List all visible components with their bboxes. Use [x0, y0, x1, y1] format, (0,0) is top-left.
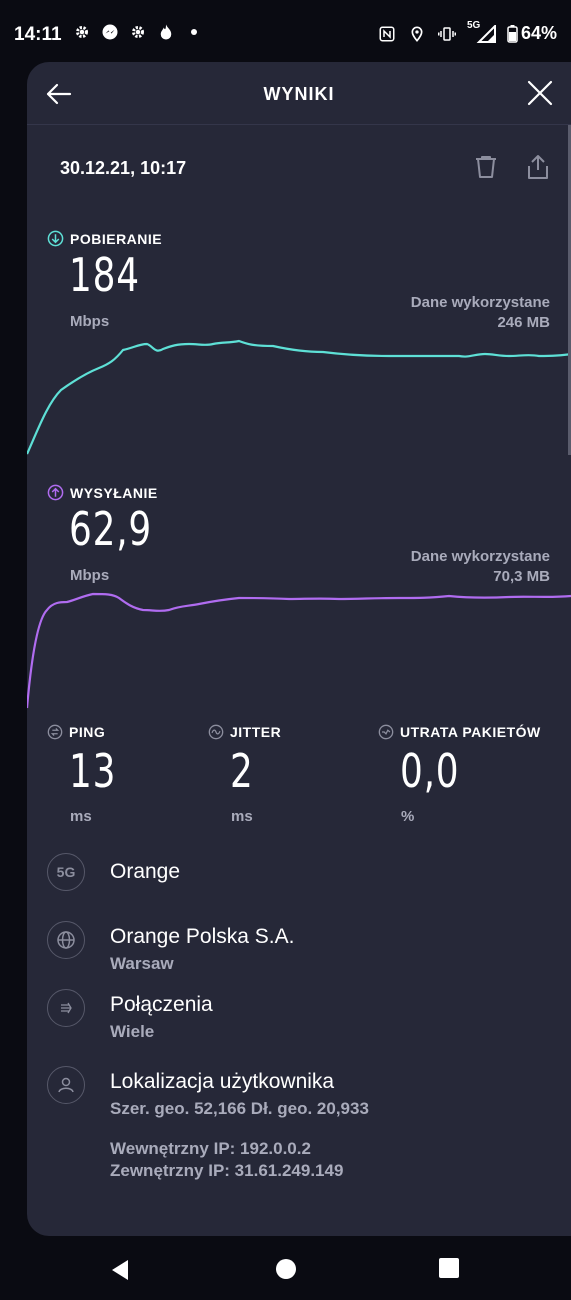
vibrate-icon: [437, 24, 457, 44]
packet-loss-icon: [378, 724, 394, 740]
trash-icon: [476, 156, 496, 178]
provider-city: Warsaw: [110, 954, 174, 973]
jitter-icon: [208, 724, 224, 740]
close-button[interactable]: [525, 78, 555, 108]
packet-loss-value: 0,0: [400, 744, 460, 798]
circle-home-icon: [276, 1259, 296, 1279]
carrier-name: Orange: [110, 860, 181, 883]
connections-value: Wiele: [110, 1022, 155, 1041]
status-bar: 14:11 5G 64: [0, 0, 571, 62]
nav-recent-button[interactable]: [439, 1258, 459, 1278]
packet-loss-header: UTRATA PAKIETÓW: [378, 724, 541, 740]
location-row: Lokalizacja użytkownika Szer. geo. 52,16…: [47, 1066, 547, 1118]
provider-row: Orange Polska S.A. Warsaw: [47, 921, 547, 973]
internal-ip: Wewnętrzny IP: 192.0.0.2: [110, 1139, 311, 1158]
connections-icon-wrap: [47, 989, 85, 1027]
arrow-up-circle-icon: [47, 484, 64, 501]
battery-level: 64%: [520, 23, 557, 43]
results-sheet: WYNIKI 30.12.21, 10:17 POBIERANIE 184 Mb…: [27, 62, 571, 1236]
system-navigation-bar: [0, 1236, 571, 1300]
result-datetime: 30.12.21, 10:17: [60, 158, 187, 178]
upload-unit: Mbps: [70, 567, 110, 584]
download-graph: [27, 339, 571, 455]
battery-icon: [507, 24, 519, 44]
location-pin-icon: [407, 24, 427, 44]
network-badge-text: 5G: [56, 864, 76, 880]
network-type: 5G: [466, 19, 481, 31]
network-type-badge: 5G: [47, 853, 85, 891]
external-ip: Zewnętrzny IP: 31.61.249.149: [110, 1161, 344, 1180]
globe-icon: [57, 931, 75, 949]
square-recent-icon: [439, 1258, 459, 1278]
download-data-used-label: Dane wykorzystane: [410, 294, 550, 311]
arrow-left-icon: [46, 83, 72, 105]
upload-label: WYSYŁANIE: [70, 484, 158, 501]
upload-data-used-label: Dane wykorzystane: [410, 548, 550, 565]
jitter-label: JITTER: [230, 724, 282, 740]
upload-data-used: Dane wykorzystane 70,3 MB: [411, 547, 550, 587]
ping-icon: [47, 724, 63, 740]
arrow-down-circle-icon: [47, 230, 64, 247]
nav-home-button[interactable]: [275, 1258, 297, 1280]
upload-graph: [27, 592, 571, 709]
connections-icon: [61, 1002, 72, 1014]
packet-loss-label: UTRATA PAKIETÓW: [400, 724, 541, 740]
user-icon: [58, 1077, 74, 1093]
settings-notification-icon: [72, 22, 92, 42]
page-title: WYNIKI: [263, 84, 335, 104]
notification-icons: [72, 22, 204, 42]
ping-unit: ms: [70, 808, 92, 825]
share-button[interactable]: [525, 154, 551, 180]
jitter-value: 2: [230, 744, 254, 798]
nav-back-button[interactable]: [108, 1258, 132, 1282]
packet-loss-unit: %: [401, 808, 415, 825]
results-header: WYNIKI: [27, 62, 571, 125]
provider-name: Orange Polska S.A.: [110, 925, 295, 948]
jitter-unit: ms: [231, 808, 253, 825]
nfc-icon: [377, 24, 397, 44]
download-data-used-value: 246 MB: [497, 314, 550, 331]
download-unit: Mbps: [70, 313, 110, 330]
triangle-back-icon: [112, 1260, 128, 1280]
location-icon-wrap: [47, 1066, 85, 1104]
upload-value: 62,9: [69, 502, 153, 556]
connections-label: Połączenia: [110, 993, 213, 1016]
jitter-header: JITTER: [208, 724, 281, 740]
download-header: POBIERANIE: [47, 230, 162, 247]
status-time: 14:11: [14, 24, 62, 45]
location-label: Lokalizacja użytkownika: [110, 1070, 335, 1093]
more-dot-icon: [184, 22, 204, 42]
ping-header: PING: [47, 724, 105, 740]
ping-value: 13: [69, 744, 117, 798]
location-coordinates: Szer. geo. 52,166 Dł. geo. 20,933: [110, 1099, 369, 1118]
delete-button[interactable]: [473, 154, 499, 180]
share-icon: [528, 155, 548, 179]
messenger-icon: [100, 22, 120, 42]
scrollbar[interactable]: [568, 125, 571, 455]
download-data-used: Dane wykorzystane 246 MB: [411, 293, 550, 333]
carrier-row: 5G Orange: [47, 853, 547, 903]
download-label: POBIERANIE: [70, 230, 163, 247]
upload-data-used-value: 70,3 MB: [493, 568, 550, 585]
upload-header: WYSYŁANIE: [47, 484, 158, 501]
settings-notification-icon-2: [128, 22, 148, 42]
connections-row: Połączenia Wiele: [47, 989, 547, 1041]
system-icons: 5G 64%: [377, 20, 557, 44]
close-icon: [527, 80, 553, 106]
back-button[interactable]: [43, 78, 75, 110]
provider-icon-wrap: [47, 921, 85, 959]
signal-5g-icon: 5G: [467, 20, 497, 44]
ping-label: PING: [69, 724, 106, 740]
flame-icon: [156, 22, 176, 42]
download-value: 184: [69, 248, 140, 302]
